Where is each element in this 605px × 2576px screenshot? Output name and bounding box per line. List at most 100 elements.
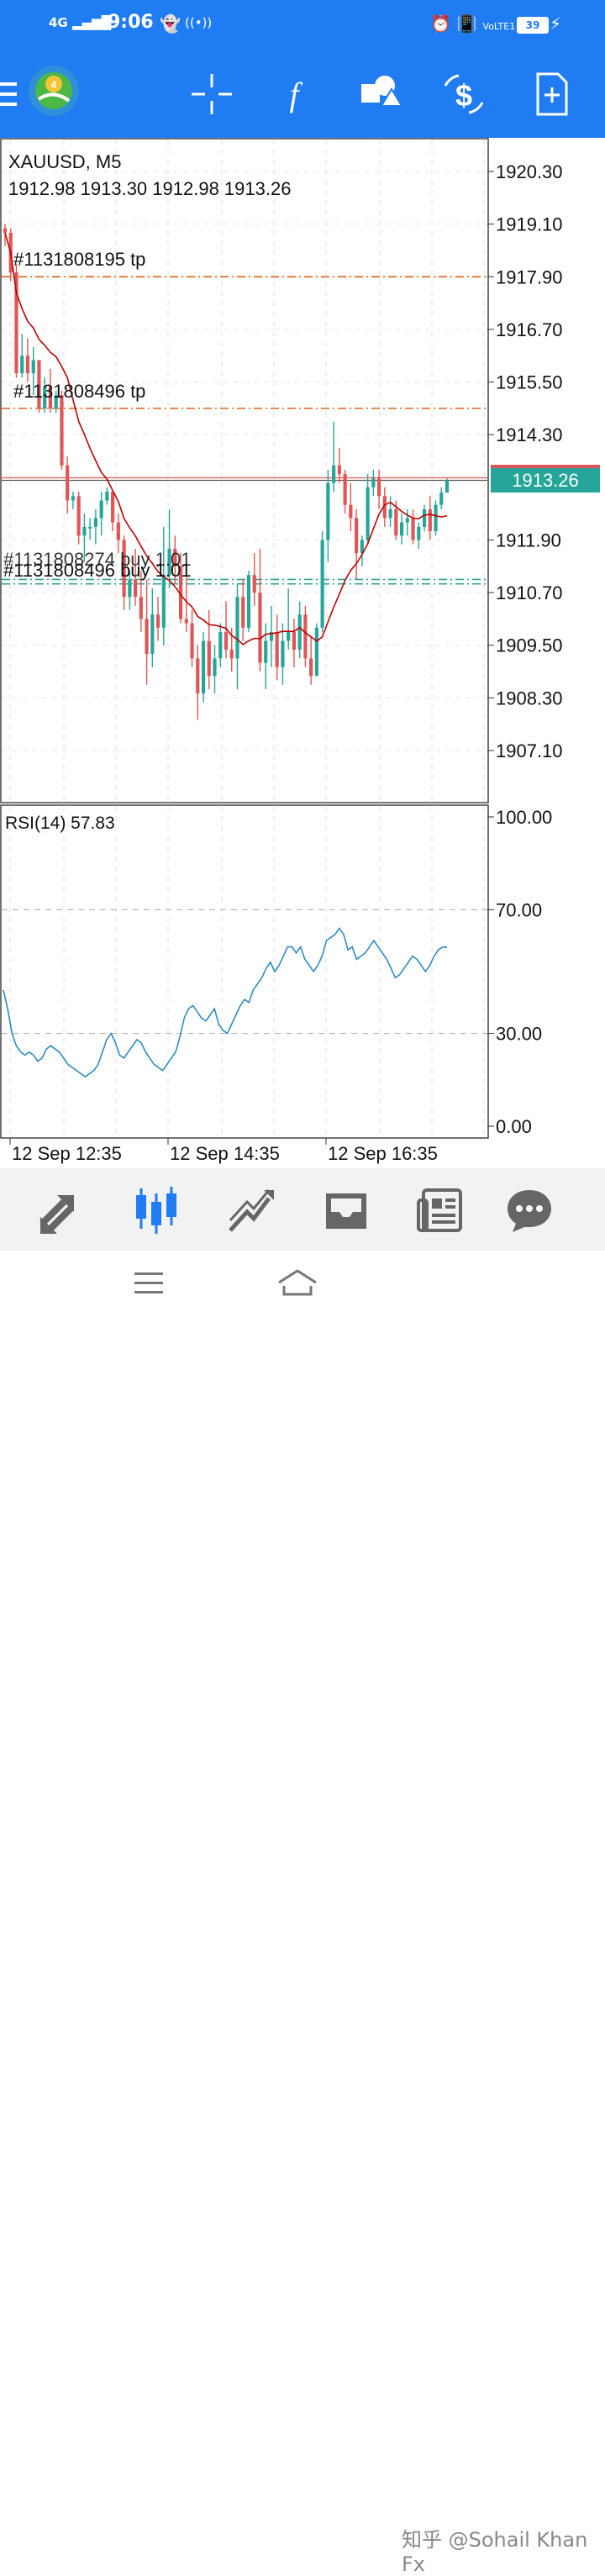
candle-body — [54, 395, 58, 408]
candle-body — [196, 658, 200, 694]
price-tick-label: 1916.70 — [496, 319, 563, 340]
candle-body — [417, 526, 421, 540]
clock-time: 9:06 — [108, 12, 154, 33]
battery-icon: 39 — [517, 17, 549, 34]
candle-body — [82, 526, 87, 536]
candle-body — [360, 540, 364, 554]
status-bar: 4G ▂▄▆█ 9:06 👻 ((•)) ⏰ 📳 VoLTE1 39 ⚡ — [0, 0, 605, 50]
svg-text:f: f — [289, 76, 302, 113]
candle-body — [275, 632, 279, 667]
chart-svg[interactable]: 1920.30 1919.10 1917.90 1916.70 1915.50 1914.… — [0, 138, 605, 1168]
candle-body — [150, 614, 155, 655]
candle-body — [388, 508, 392, 519]
candle-body — [349, 504, 353, 519]
buy-label-2: #1131808496 buy 1.01 — [3, 560, 191, 581]
svg-text:4: 4 — [51, 79, 57, 91]
candle-body — [320, 540, 324, 628]
candle-body — [337, 465, 341, 475]
order-levels — [2, 276, 487, 585]
candle-body — [399, 522, 404, 536]
time-axis: 12 Sep 12:35 12 Sep 14:35 12 Sep 16:35 — [9, 1138, 438, 1164]
rsi-tick-label: 100.00 — [496, 807, 552, 828]
candle-body — [122, 540, 126, 598]
chart-area[interactable]: 1920.30 1919.10 1917.90 1916.70 1915.50 1914.… — [0, 138, 605, 1168]
candle-body — [405, 518, 409, 523]
candle-body — [155, 614, 160, 628]
symbol-icon[interactable]: $ — [439, 69, 489, 119]
candle-body — [252, 575, 256, 593]
main-chart-frame — [0, 138, 489, 803]
candle-body — [111, 492, 115, 523]
chart-nav-icon[interactable] — [131, 1185, 182, 1235]
candle-body — [93, 518, 97, 527]
tp-label-1: #1131808195 tp — [13, 249, 145, 270]
candle-body — [332, 465, 336, 483]
candle-body — [297, 614, 302, 650]
candle-body — [434, 504, 438, 532]
rsi-tick-label: 70.00 — [496, 899, 542, 920]
current-price-value: 1913.26 — [512, 470, 579, 491]
candle-body — [71, 496, 76, 501]
price-tick-label: 1915.50 — [496, 372, 563, 393]
history-icon[interactable] — [321, 1187, 371, 1234]
candle-body — [218, 632, 223, 659]
candle-body — [31, 360, 35, 374]
candle-body — [178, 566, 183, 619]
new-order-icon[interactable] — [526, 69, 576, 119]
candle-body — [167, 548, 171, 576]
candle-body — [184, 619, 188, 624]
home-icon[interactable] — [277, 1267, 318, 1298]
symbol-label: XAUUSD, M5 — [8, 151, 121, 172]
candle-body — [14, 272, 18, 374]
candle-body — [201, 640, 206, 694]
moving-average-line — [4, 232, 448, 645]
crosshair-icon[interactable] — [187, 69, 237, 119]
snapchat-icon: 👻 — [160, 13, 181, 34]
price-tick-label: 1910.70 — [496, 582, 563, 603]
alarm-vibrate-icons: ⏰ 📳 VoLTE1 — [430, 13, 516, 34]
candle-body — [105, 492, 109, 501]
price-tick-label: 1907.10 — [496, 740, 563, 761]
signal-4g-icon: 4G ▂▄▆█ — [49, 15, 112, 30]
candle-body — [173, 548, 177, 566]
menu-icon[interactable] — [0, 79, 18, 109]
candle-body — [422, 508, 427, 527]
quotes-icon[interactable] — [35, 1187, 86, 1234]
candle-body — [229, 649, 234, 659]
time-tick-label: 12 Sep 12:35 — [12, 1143, 122, 1164]
candle-body — [366, 487, 370, 540]
candle-body — [161, 575, 166, 628]
objects-icon[interactable] — [355, 69, 405, 119]
trade-icon[interactable] — [227, 1187, 277, 1234]
candle-body — [60, 395, 64, 466]
charging-icon: ⚡ — [550, 13, 562, 34]
candle-body — [309, 658, 313, 677]
candle-body — [99, 500, 103, 519]
candle-body — [20, 356, 24, 374]
svg-text:$: $ — [455, 78, 472, 113]
ohlc-label: 1912.98 1913.30 1912.98 1913.26 — [8, 178, 291, 199]
candle-body — [303, 614, 308, 659]
tp-label-2: #1131808496 tp — [13, 381, 145, 402]
candle-body — [134, 579, 138, 598]
rsi-label: RSI(14) 57.83 — [5, 814, 115, 833]
indicator-icon[interactable]: f — [269, 69, 319, 119]
candle-body — [145, 619, 149, 655]
watermark: 知乎 @Sohail Khan Fx — [402, 2528, 588, 2576]
time-tick-label: 12 Sep 14:35 — [170, 1143, 280, 1164]
price-tick-label: 1908.30 — [496, 687, 563, 709]
rsi-line — [3, 927, 448, 1078]
candle-body — [241, 597, 245, 628]
system-nav-bar: 知乎 @Sohail Khan Fx — [0, 1251, 605, 2576]
mt4-logo-icon[interactable]: 4 — [27, 64, 81, 118]
recent-apps-icon[interactable] — [134, 1271, 165, 1296]
candle-body — [287, 632, 291, 641]
toolbar: 4 f $ — [0, 50, 605, 138]
candle-body — [382, 496, 387, 519]
news-icon[interactable] — [415, 1185, 466, 1235]
messages-icon[interactable] — [504, 1185, 555, 1235]
candle-body — [25, 356, 30, 374]
candle-body — [48, 386, 53, 408]
rsi-axis: 100.00 70.00 30.00 0.00 — [487, 807, 552, 1137]
bottom-nav — [0, 1168, 605, 1251]
